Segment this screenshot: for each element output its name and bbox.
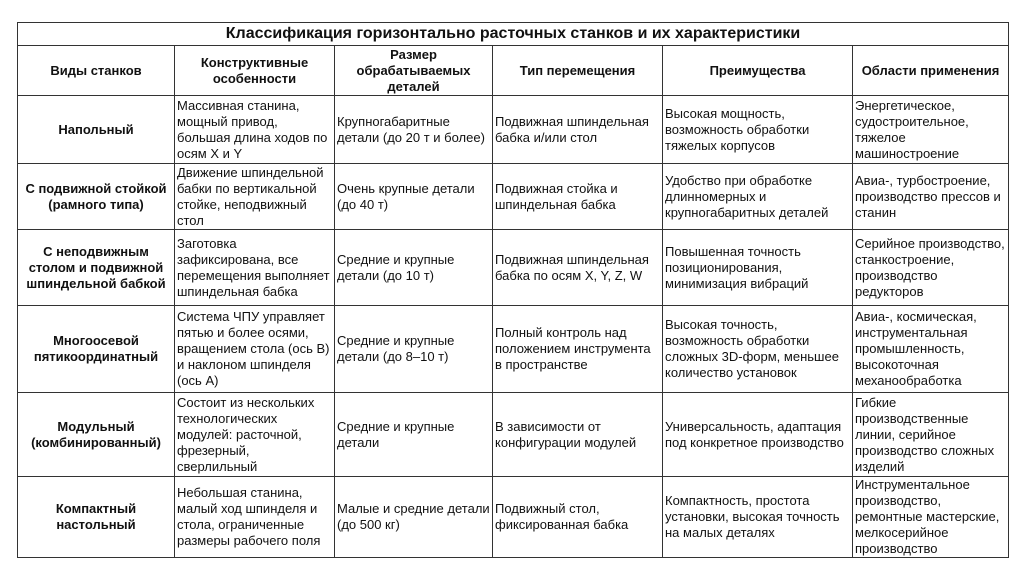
table-cell: Высокая мощность, возможность обработки … [662,95,853,164]
table-row: С подвижной стойкой (рамного типа) Движен… [17,163,1010,230]
header-cell: Преимущества [662,45,853,96]
table-cell: Подвижный стол, фиксированная бабка [492,476,663,558]
header-cell: Виды станков [17,45,175,96]
table-cell: Подвижная шпиндельная бабка по осям X, Y… [492,229,663,306]
table-cell: Полный контроль над положением инструмен… [492,305,663,393]
machine-type-cell: Многоосевой пятикоординатный [17,305,175,393]
table-cell: В зависимости от конфигурации модулей [492,392,663,477]
table-row: С неподвижным столом и подвижной шпиндел… [17,229,1010,306]
header-cell: Области применения [851,45,1010,96]
table-cell: Инструментальное производство, ремонтные… [851,476,1010,558]
table-cell: Средние и крупные детали [334,392,493,477]
machine-type-cell: Напольный [17,95,175,164]
table-cell: Универсальность, адаптация под конкретно… [662,392,853,477]
table-cell: Заготовка зафиксирована, все перемещения… [174,229,335,306]
table-cell: Массивная станина, мощный привод, больша… [174,95,335,164]
machine-type-cell: Компактный настольный [17,476,175,558]
header-cell: Конструктивные особенности [174,45,335,96]
table-cell: Состоит из нескольких технологических мо… [174,392,335,477]
table-cell: Повышенная точность позиционирования, ми… [662,229,853,306]
table-cell: Авиа-, турбостроение, производство пресс… [851,163,1010,230]
table-cell: Средние и крупные детали (до 10 т) [334,229,493,306]
table-cell: Серийное производство, станкостроение, п… [851,229,1010,306]
table-cell: Движение шпиндельной бабки по вертикальн… [174,163,335,230]
table-row: Многоосевой пятикоординатный Система ЧПУ … [17,305,1010,393]
table-cell: Подвижная стойка и шпиндельная бабка [492,163,663,230]
header-row: Виды станков Конструктивные особенности … [17,45,1010,96]
machine-type-cell: С неподвижным столом и подвижной шпиндел… [17,229,175,306]
table-title: Классификация горизонтально расточных ст… [16,22,1010,46]
table-cell: Малые и средние детали (до 500 кг) [334,476,493,558]
classification-table: Классификация горизонтально расточных ст… [16,22,1010,558]
table-cell: Компактность, простота установки, высока… [662,476,853,558]
table-cell: Небольшая станина, малый ход шпинделя и … [174,476,335,558]
table-cell: Очень крупные детали (до 40 т) [334,163,493,230]
table-cell: Средние и крупные детали (до 8–10 т) [334,305,493,393]
table-row: Компактный настольный Небольшая станина, … [17,476,1010,558]
header-cell: Размер обрабатываемых деталей [334,45,493,96]
machine-type-cell: Модульный (комбинированный) [17,392,175,477]
table-cell: Энергетическое, судостроительное, тяжело… [851,95,1010,164]
table-cell: Гибкие производственные линии, серийное … [851,392,1010,477]
table-cell: Авиа-, космическая, инструментальная про… [851,305,1010,393]
table-row: Напольный Массивная станина, мощный приво… [17,95,1010,164]
header-cell: Тип перемещения [492,45,663,96]
table-cell: Удобство при обработке длинномерных и кр… [662,163,853,230]
table-cell: Крупногабаритные детали (до 20 т и более… [334,95,493,164]
table-row: Модульный (комбинированный) Состоит из не… [17,392,1010,477]
table-cell: Подвижная шпиндельная бабка и/или стол [492,95,663,164]
table-cell: Система ЧПУ управляет пятью и более осям… [174,305,335,393]
machine-type-cell: С подвижной стойкой (рамного типа) [17,163,175,230]
table-cell: Высокая точность, возможность обработки … [662,305,853,393]
